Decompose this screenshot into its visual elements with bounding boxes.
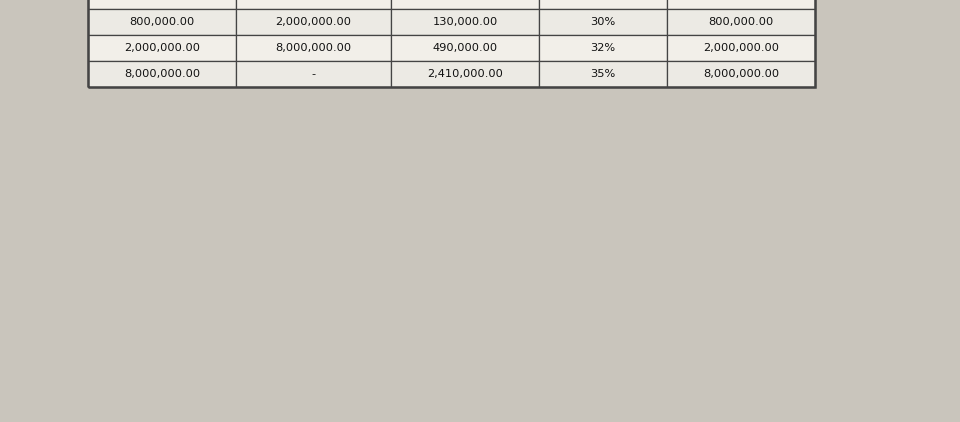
Bar (236, 9, 391, 35)
Bar (88, 61, 236, 87)
Bar (88, 0, 236, 9)
Text: 30,000.00: 30,000.00 (436, 0, 494, 1)
Text: 2,000,000.00: 2,000,000.00 (703, 43, 779, 53)
Bar (539, 61, 667, 87)
Text: 800,000.00: 800,000.00 (281, 0, 347, 1)
Bar (391, 61, 539, 87)
Bar (236, 61, 391, 87)
Text: 130,000.00: 130,000.00 (432, 17, 497, 27)
Bar (236, 0, 391, 9)
Text: 35%: 35% (590, 69, 615, 79)
Text: 30%: 30% (590, 17, 615, 27)
Text: 32%: 32% (590, 43, 615, 53)
Bar (539, 0, 667, 9)
Text: 2,410,000.00: 2,410,000.00 (427, 69, 503, 79)
Bar (667, 61, 815, 87)
Text: 490,000.00: 490,000.00 (432, 43, 497, 53)
Bar (391, 35, 539, 61)
Bar (236, 35, 391, 61)
Text: 8,000,000.00: 8,000,000.00 (703, 69, 780, 79)
Text: 2,000,000.00: 2,000,000.00 (124, 43, 200, 53)
Bar (667, 0, 815, 9)
Bar (539, 35, 667, 61)
Bar (391, 9, 539, 35)
Text: 800,000.00: 800,000.00 (130, 17, 195, 27)
Text: 8,000,000.00: 8,000,000.00 (276, 43, 351, 53)
Text: 25%: 25% (590, 0, 615, 1)
Bar (539, 9, 667, 35)
Bar (88, 9, 236, 35)
Bar (667, 9, 815, 35)
Bar (667, 35, 815, 61)
Text: -: - (311, 69, 316, 79)
Text: 400,000.00: 400,000.00 (708, 0, 774, 1)
Text: 800,000.00: 800,000.00 (708, 17, 774, 27)
Text: 8,000,000.00: 8,000,000.00 (124, 69, 200, 79)
Bar (88, 0, 815, 87)
Text: 2,000,000.00: 2,000,000.00 (276, 17, 351, 27)
Text: 400,000.00: 400,000.00 (130, 0, 195, 1)
Bar (88, 35, 236, 61)
Bar (391, 0, 539, 9)
